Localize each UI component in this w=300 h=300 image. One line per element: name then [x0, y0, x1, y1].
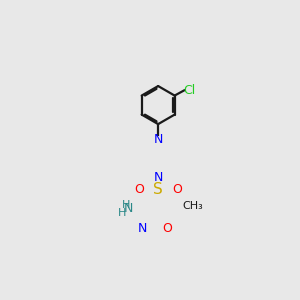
Text: N: N: [123, 202, 133, 215]
Text: S: S: [153, 182, 163, 197]
Text: N: N: [137, 222, 147, 235]
Text: O: O: [162, 222, 172, 235]
Text: CH₃: CH₃: [182, 200, 203, 211]
Text: O: O: [172, 183, 182, 196]
Text: N: N: [154, 171, 163, 184]
Text: O: O: [135, 183, 145, 196]
Text: H: H: [122, 200, 130, 210]
Text: H: H: [118, 208, 126, 218]
Text: Cl: Cl: [183, 84, 195, 97]
Text: N: N: [154, 134, 163, 146]
